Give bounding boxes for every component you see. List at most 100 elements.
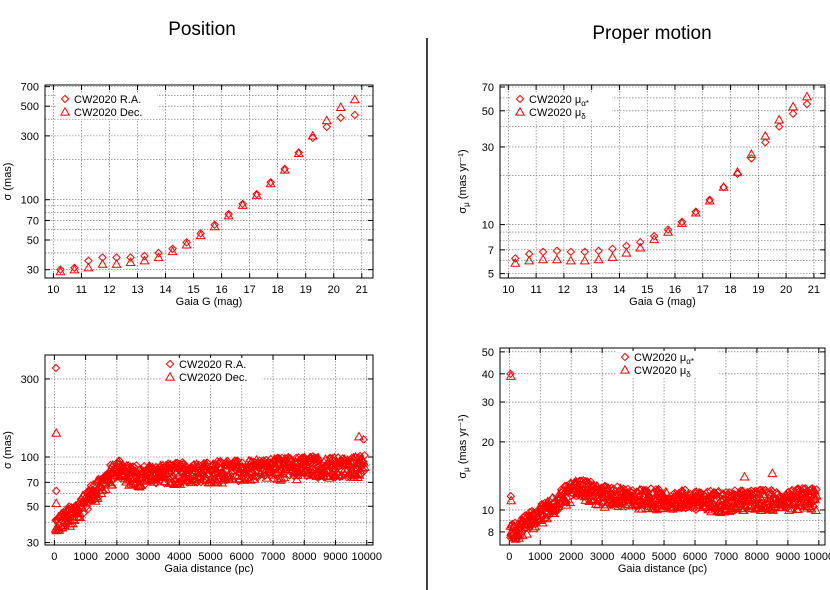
y-axis-label: σ (mas) xyxy=(2,431,14,469)
marker-triangle xyxy=(581,489,592,499)
marker-diamond xyxy=(663,225,673,235)
marker-triangle xyxy=(313,452,324,462)
x-tick-label: 13 xyxy=(131,284,143,296)
x-tick-label: 16 xyxy=(669,284,681,296)
marker-triangle xyxy=(565,255,576,265)
marker-diamond xyxy=(608,244,617,254)
marker-triangle xyxy=(538,501,549,511)
marker-diamond xyxy=(510,254,520,263)
marker-outlier xyxy=(359,435,368,444)
marker-triangle xyxy=(541,513,553,523)
x-tick-label: 11 xyxy=(76,284,87,296)
marker-triangle xyxy=(152,463,163,473)
marker-triangle xyxy=(801,502,813,512)
marker-triangle xyxy=(807,493,819,503)
marker-triangle xyxy=(687,496,698,506)
x-tick-label: 2000 xyxy=(105,551,129,563)
marker-triangle xyxy=(223,210,234,220)
marker-triangle xyxy=(536,508,547,518)
marker-triangle xyxy=(344,467,355,477)
marker-triangle xyxy=(83,262,94,272)
marker-outlier xyxy=(506,491,516,501)
marker-triangle xyxy=(510,533,521,543)
x-tick-label: 20 xyxy=(328,284,340,296)
marker-triangle xyxy=(564,497,576,507)
marker-triangle xyxy=(526,513,537,523)
x-tick-label: 10000 xyxy=(804,551,830,563)
marker-triangle xyxy=(735,496,746,506)
y-tick-label: 10 xyxy=(482,505,494,517)
marker-diamond xyxy=(168,244,177,254)
x-tick-label: 13 xyxy=(586,284,598,296)
marker-triangle xyxy=(120,472,131,482)
marker-triangle xyxy=(299,452,310,462)
marker-diamond xyxy=(83,504,93,514)
marker-triangle xyxy=(649,234,660,244)
marker-triangle xyxy=(593,254,604,264)
marker-triangle xyxy=(775,502,786,512)
marker-diamond xyxy=(552,246,562,256)
marker-triangle xyxy=(309,464,320,474)
marker-triangle xyxy=(756,493,767,503)
marker-triangle xyxy=(98,476,109,486)
y-tick-label: 20 xyxy=(482,437,494,449)
marker-outlier xyxy=(506,495,517,505)
y-tick-label: 7 xyxy=(488,245,494,257)
marker-triangle xyxy=(124,479,135,489)
marker-triangle xyxy=(156,469,168,479)
marker-triangle xyxy=(760,130,771,140)
marker-diamond xyxy=(649,231,659,241)
marker-triangle xyxy=(177,473,188,483)
marker-triangle xyxy=(764,486,775,496)
marker-triangle xyxy=(59,520,70,530)
marker-triangle xyxy=(220,463,231,473)
x-tick-label: 9000 xyxy=(776,551,800,563)
marker-triangle xyxy=(69,264,80,274)
marker-triangle xyxy=(635,242,646,252)
marker-triangle xyxy=(156,472,167,482)
marker-diamond xyxy=(747,154,756,163)
marker-triangle xyxy=(513,532,524,542)
y-tick-label: 70 xyxy=(27,477,39,489)
marker-triangle xyxy=(710,488,721,498)
marker-triangle xyxy=(297,461,309,471)
marker-triangle xyxy=(811,490,822,500)
marker-triangle xyxy=(55,266,66,276)
markers-pos-dist xyxy=(50,363,370,535)
marker-triangle xyxy=(517,530,528,540)
y-tick-label: 30 xyxy=(482,142,494,154)
marker-triangle xyxy=(607,485,618,495)
marker-triangle xyxy=(170,459,181,469)
marker-triangle xyxy=(784,505,795,514)
marker-triangle xyxy=(349,94,360,104)
marker-triangle xyxy=(333,469,344,479)
marker-triangle xyxy=(732,166,743,176)
marker-triangle xyxy=(683,489,694,499)
marker-triangle xyxy=(321,115,332,125)
marker-triangle xyxy=(606,498,617,508)
marker-triangle xyxy=(566,487,577,497)
marker-triangle xyxy=(732,500,743,510)
y-tick-label: 50 xyxy=(482,106,494,118)
y-tick-label: 300 xyxy=(21,131,39,143)
marker-triangle xyxy=(810,505,821,514)
title-position: Position xyxy=(168,19,236,40)
marker-triangle xyxy=(176,465,187,475)
marker-triangle xyxy=(168,462,179,472)
y-tick-label: 100 xyxy=(21,452,39,464)
marker-triangle xyxy=(291,458,302,468)
marker-triangle xyxy=(350,452,361,461)
x-tick-label: 10 xyxy=(47,284,59,296)
marker-triangle xyxy=(607,252,618,261)
marker-triangle xyxy=(113,456,124,466)
legend-backdrop xyxy=(162,358,262,371)
x-tick-label: 8000 xyxy=(745,551,769,563)
x-tick-label: 15 xyxy=(641,284,653,296)
legend-marker-diamond xyxy=(515,94,525,104)
marker-triangle xyxy=(718,181,729,191)
marker-triangle xyxy=(216,467,227,477)
x-axis-label: Gaia distance (pc) xyxy=(164,563,253,575)
marker-triangle xyxy=(691,486,702,496)
x-tick-label: 2000 xyxy=(559,551,583,563)
marker-triangle xyxy=(640,486,651,495)
